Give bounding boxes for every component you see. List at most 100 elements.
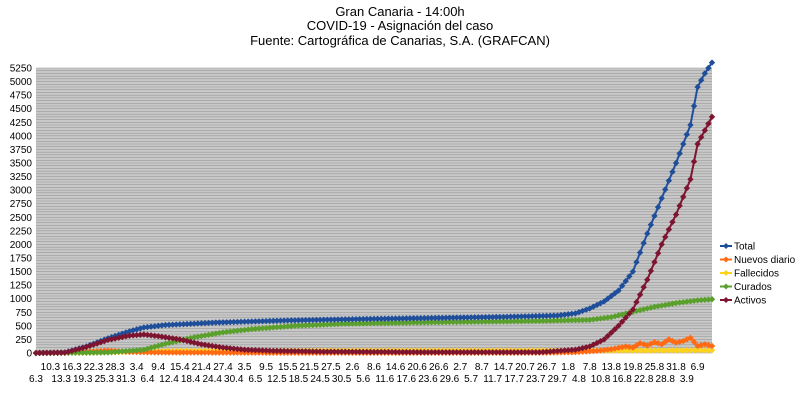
data-point [360,315,367,323]
data-point [529,348,536,356]
data-point [395,319,403,327]
data-point [392,348,399,356]
data-point [518,313,525,320]
data-point [439,314,446,322]
data-point [137,331,144,339]
data-point [640,239,647,247]
data-point [705,296,712,303]
data-point [514,313,522,320]
data-point [475,318,482,325]
y-tick-label: 0 [26,349,32,360]
data-point [410,315,417,322]
data-point [111,348,119,356]
data-point [525,348,532,356]
data-point [230,345,237,352]
x-tick-label: 8.6 [367,362,381,373]
data-point [367,315,374,323]
data-point [658,347,665,354]
data-point [352,315,360,323]
data-point [428,348,435,356]
data-point [367,348,374,356]
data-point [363,320,371,327]
data-point [597,337,604,345]
data-point [680,140,687,148]
data-point [626,273,633,280]
data-point [586,305,593,312]
data-point [377,315,385,322]
data-point [273,324,281,331]
x-tick-label: 24.4 [202,374,222,385]
data-point [291,347,299,355]
data-point [345,348,353,355]
data-point [248,318,255,325]
data-point [374,319,381,327]
data-point [155,349,162,356]
data-point [446,318,453,326]
data-point [543,348,550,355]
data-point [237,318,245,326]
y-tick-label: 2000 [10,240,33,251]
data-point [298,322,306,329]
data-point [399,319,406,326]
data-point [654,250,662,257]
data-point [288,347,295,355]
data-point [511,348,518,356]
x-tick-label: 28.3 [105,362,125,373]
data-point [708,113,716,121]
x-tick-label: 10.3 [41,362,61,373]
data-point [266,324,273,331]
data-point [532,317,540,325]
data-point [169,321,176,328]
x-tick-label: 27.4 [213,362,233,373]
data-point [101,349,108,356]
data-point [493,348,500,356]
legend-swatch-marker [723,243,729,249]
data-point [417,319,424,326]
data-point [471,318,478,325]
data-point [298,348,306,355]
x-tick-label: 14.7 [494,362,514,373]
data-point [198,320,205,327]
data-point [331,316,338,323]
data-point [557,317,565,324]
data-point [611,326,619,333]
data-point [529,312,536,320]
data-point [327,348,335,355]
data-point [208,319,216,326]
data-point [201,319,209,327]
data-point [460,318,468,326]
data-point [647,267,655,275]
data-point [212,319,219,326]
data-point [352,348,360,356]
data-point [478,348,486,356]
data-point [539,348,547,356]
y-tick-label: 5000 [10,77,33,88]
data-point [295,348,302,355]
data-point [230,349,237,356]
data-point [532,348,540,356]
data-point [608,313,615,321]
data-point [205,349,212,356]
plot-area [36,68,712,353]
data-point [187,349,194,356]
data-point [266,317,273,325]
data-point [683,184,691,192]
data-point [370,320,378,327]
data-point [280,347,288,355]
data-point [478,318,486,325]
x-tick-label: 16.3 [62,362,82,373]
x-tick-label: 26.6 [429,362,449,373]
data-point [640,347,647,354]
data-point [223,349,230,356]
data-point [687,347,694,354]
y-tick-label: 4000 [10,131,33,142]
x-tick-label: 23.6 [418,374,438,385]
data-point [496,318,504,325]
data-point [421,314,428,322]
data-point [694,342,701,350]
data-point [683,347,691,354]
data-point [385,348,392,356]
data-point [349,320,356,327]
data-point [205,319,212,327]
data-point [586,343,593,350]
